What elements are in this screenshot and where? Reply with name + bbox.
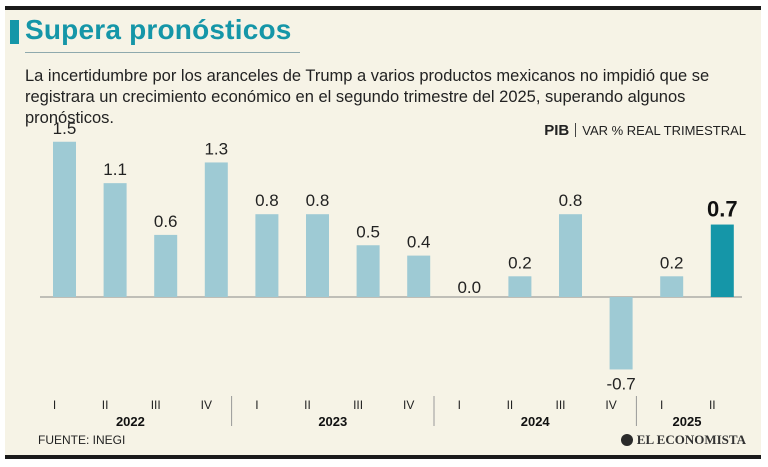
page-title: Supera pronósticos xyxy=(25,14,292,45)
x-tick-label: II xyxy=(304,398,311,412)
title-accent-bar xyxy=(10,20,19,44)
measure-separator xyxy=(575,123,577,137)
brand-mark-icon xyxy=(620,434,633,446)
bar xyxy=(407,255,431,297)
bar-value-label: 0.4 xyxy=(407,233,431,252)
x-tick-label: I xyxy=(53,398,56,412)
brand-logo: EL ECONOMISTA xyxy=(620,432,746,448)
year-group-label: 2022 xyxy=(116,414,145,429)
bar-value-label: 0.8 xyxy=(559,191,583,210)
bar xyxy=(508,276,532,297)
subtitle: La incertidumbre por los aranceles de Tr… xyxy=(25,67,710,127)
x-tick-label: IV xyxy=(605,398,616,412)
brand-name: EL ECONOMISTA xyxy=(636,432,746,447)
bar xyxy=(356,245,380,297)
measure-label: PIB VAR % REAL TRIMESTRAL xyxy=(544,122,746,139)
x-tick-label: III xyxy=(353,398,363,412)
bar xyxy=(559,214,582,297)
bar xyxy=(204,162,228,297)
bar xyxy=(154,234,178,297)
bar-value-label: 0.5 xyxy=(356,222,380,241)
year-group-label: 2025 xyxy=(673,414,702,429)
bar xyxy=(53,141,76,297)
bar-value-label: 1.3 xyxy=(204,139,228,158)
bar xyxy=(609,297,633,370)
bar-value-label: 0.6 xyxy=(154,212,178,231)
x-tick-label: III xyxy=(151,398,161,412)
bar xyxy=(255,214,279,297)
title-underline xyxy=(25,52,300,53)
chart-card xyxy=(5,6,761,459)
measure-unit: VAR % REAL TRIMESTRAL xyxy=(582,123,746,138)
measure-name: PIB xyxy=(544,122,570,139)
bar xyxy=(103,183,127,297)
x-tick-label: II xyxy=(507,398,514,412)
bar-value-label: 0.2 xyxy=(660,253,684,272)
bar-value-label: 0.8 xyxy=(306,191,330,210)
bar xyxy=(660,276,684,297)
x-tick-label: II xyxy=(102,398,109,412)
bar xyxy=(710,224,734,297)
x-tick-label: IV xyxy=(201,398,212,412)
bar xyxy=(306,214,329,297)
bar-value-label: 0.7 xyxy=(707,197,738,222)
x-tick-label: II xyxy=(709,398,716,412)
year-group-label: 2024 xyxy=(521,414,551,429)
bar-value-label: -0.7 xyxy=(606,374,635,393)
year-group-label: 2023 xyxy=(318,414,347,429)
bar-value-label: 0.2 xyxy=(508,253,532,272)
x-tick-label: IV xyxy=(403,398,414,412)
bar-value-label: 0.0 xyxy=(457,278,481,297)
x-tick-label: I xyxy=(660,398,663,412)
x-tick-label: I xyxy=(255,398,258,412)
bar-value-label: 1.5 xyxy=(53,119,77,138)
source-note: FUENTE: INEGI xyxy=(38,433,126,447)
bar-value-label: 1.1 xyxy=(103,160,127,179)
x-tick-label: III xyxy=(555,398,565,412)
bar-value-label: 0.8 xyxy=(255,191,279,210)
x-tick-label: I xyxy=(458,398,461,412)
